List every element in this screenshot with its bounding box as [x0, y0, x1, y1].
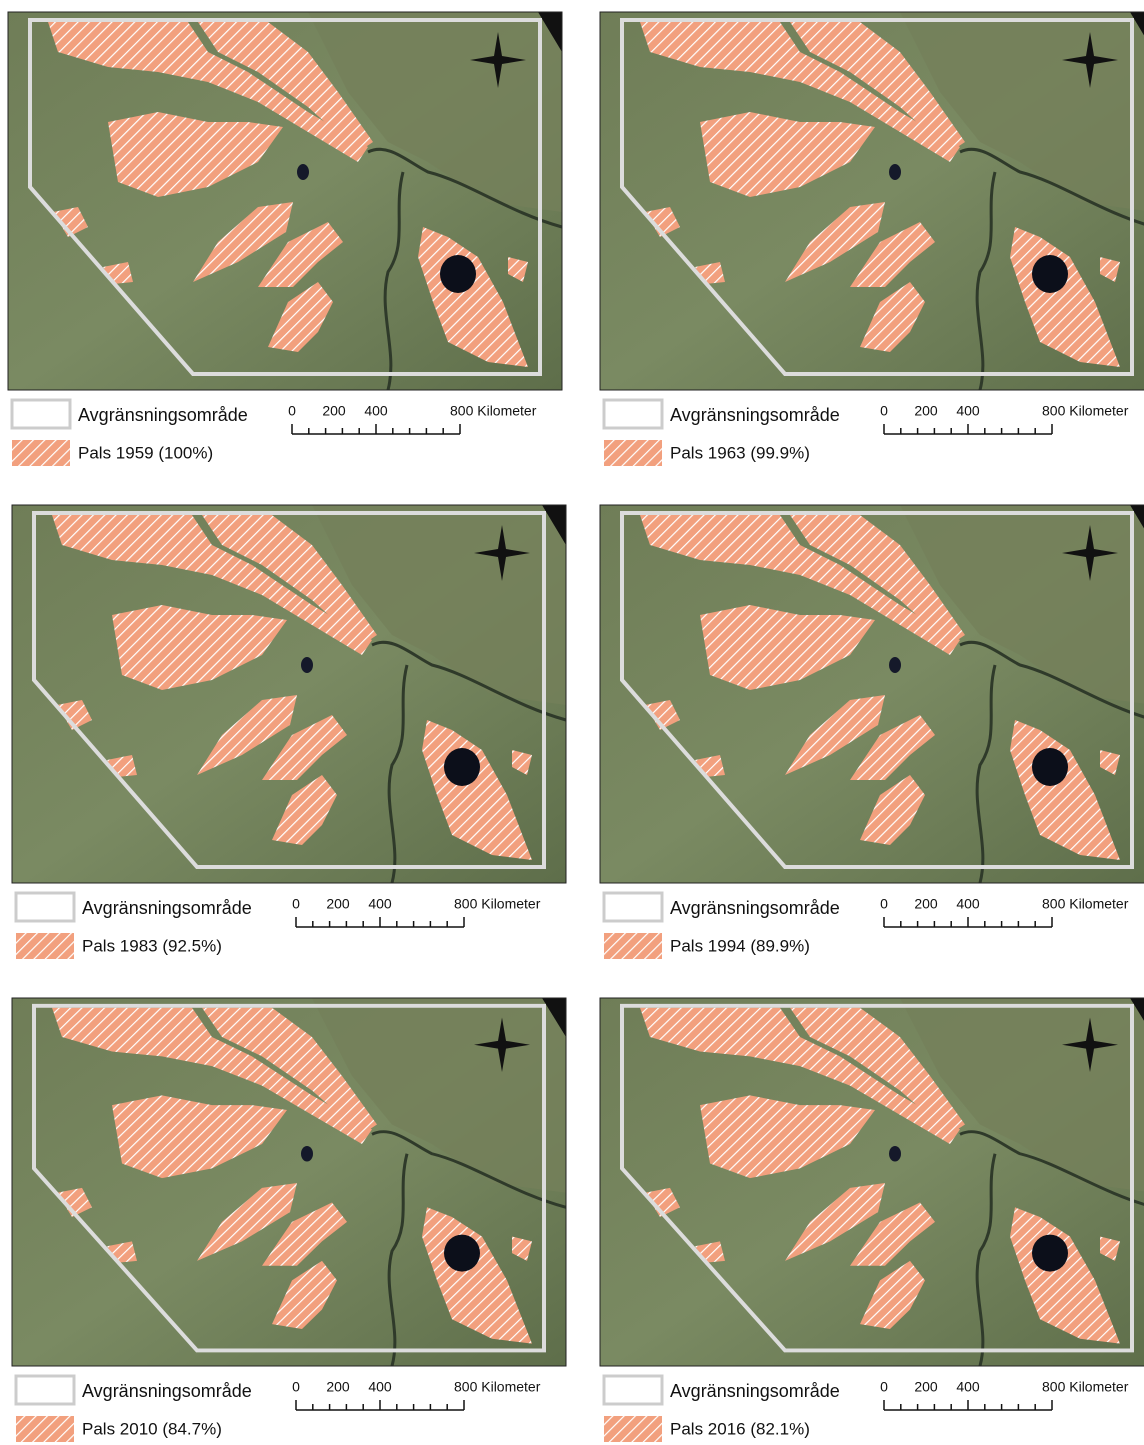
map-panel: Avgränsningsområde Pals 1994 (89.9%) 0 200 4… — [600, 505, 1144, 959]
pond — [297, 164, 309, 180]
map-panel: Avgränsningsområde Pals 2016 (82.1%) 0 200 4… — [600, 998, 1144, 1442]
scale-label: 800 Kilometer — [450, 403, 537, 419]
scale-label: 200 — [326, 896, 350, 912]
scale-label: 400 — [956, 896, 980, 912]
lake — [444, 748, 480, 786]
scale-label: 0 — [880, 896, 888, 912]
pals-swatch — [12, 440, 70, 466]
scale-label: 0 — [288, 403, 296, 419]
map — [8, 12, 562, 390]
pond — [889, 1146, 901, 1162]
scale-label: 0 — [880, 1379, 888, 1395]
boundary-swatch — [604, 1376, 662, 1404]
boundary-swatch — [604, 893, 662, 921]
pond — [301, 657, 313, 673]
scale-label: 800 Kilometer — [454, 896, 541, 912]
boundary-legend-label: Avgränsningsområde — [670, 1381, 840, 1401]
figure: Avgränsningsområde Pals 1959 (100%) 0 200 40… — [0, 0, 1144, 1445]
scale-label: 800 Kilometer — [1042, 1379, 1129, 1395]
scale-label: 800 Kilometer — [454, 1379, 541, 1395]
scale-label: 400 — [368, 1379, 392, 1395]
pond — [301, 1146, 313, 1162]
scale-label: 200 — [322, 403, 346, 419]
lake — [1032, 748, 1068, 786]
boundary-swatch — [604, 400, 662, 428]
boundary-legend-label: Avgränsningsområde — [82, 1381, 252, 1401]
boundary-swatch — [12, 400, 70, 428]
scale-label: 0 — [880, 403, 888, 419]
map — [600, 505, 1144, 883]
map — [12, 505, 566, 883]
map — [600, 12, 1144, 390]
boundary-legend-label: Avgränsningsområde — [78, 405, 248, 425]
pals-swatch — [16, 1416, 74, 1442]
boundary-legend-label: Avgränsningsområde — [670, 898, 840, 918]
scale-label: 800 Kilometer — [1042, 896, 1129, 912]
pals-swatch — [604, 933, 662, 959]
scale-label: 200 — [914, 403, 938, 419]
scale-label: 200 — [914, 896, 938, 912]
scale-label: 400 — [956, 1379, 980, 1395]
map-panel: Avgränsningsområde Pals 1963 (99.9%) 0 200 4… — [600, 12, 1144, 466]
map — [600, 998, 1144, 1366]
pals-legend-label: Pals 2016 (82.1%) — [670, 1419, 810, 1438]
scale-label: 200 — [914, 1379, 938, 1395]
pals-legend-label: Pals 1959 (100%) — [78, 443, 213, 462]
pond — [889, 657, 901, 673]
scale-label: 0 — [292, 1379, 300, 1395]
lake — [444, 1235, 480, 1272]
lake — [1032, 255, 1068, 293]
boundary-swatch — [16, 893, 74, 921]
map — [12, 998, 566, 1366]
boundary-swatch — [16, 1376, 74, 1404]
scale-label: 800 Kilometer — [1042, 403, 1129, 419]
pals-legend-label: Pals 2010 (84.7%) — [82, 1419, 222, 1438]
pals-swatch — [604, 1416, 662, 1442]
pals-swatch — [604, 440, 662, 466]
scale-label: 400 — [364, 403, 388, 419]
scale-label: 200 — [326, 1379, 350, 1395]
pals-swatch — [16, 933, 74, 959]
map-panel: Avgränsningsområde Pals 1983 (92.5%) 0 200 4… — [12, 505, 566, 959]
scale-label: 400 — [956, 403, 980, 419]
scale-label: 0 — [292, 896, 300, 912]
pond — [889, 164, 901, 180]
scale-label: 400 — [368, 896, 392, 912]
page: Avgränsningsområde Pals 1959 (100%) 0 200 40… — [0, 0, 1144, 1445]
boundary-legend-label: Avgränsningsområde — [670, 405, 840, 425]
pals-legend-label: Pals 1963 (99.9%) — [670, 443, 810, 462]
map-panel: Avgränsningsområde Pals 1959 (100%) 0 200 40… — [8, 12, 562, 466]
lake — [440, 255, 476, 293]
lake — [1032, 1235, 1068, 1272]
pals-legend-label: Pals 1983 (92.5%) — [82, 936, 222, 955]
pals-legend-label: Pals 1994 (89.9%) — [670, 936, 810, 955]
boundary-legend-label: Avgränsningsområde — [82, 898, 252, 918]
map-panel: Avgränsningsområde Pals 2010 (84.7%) 0 200 4… — [12, 998, 566, 1442]
